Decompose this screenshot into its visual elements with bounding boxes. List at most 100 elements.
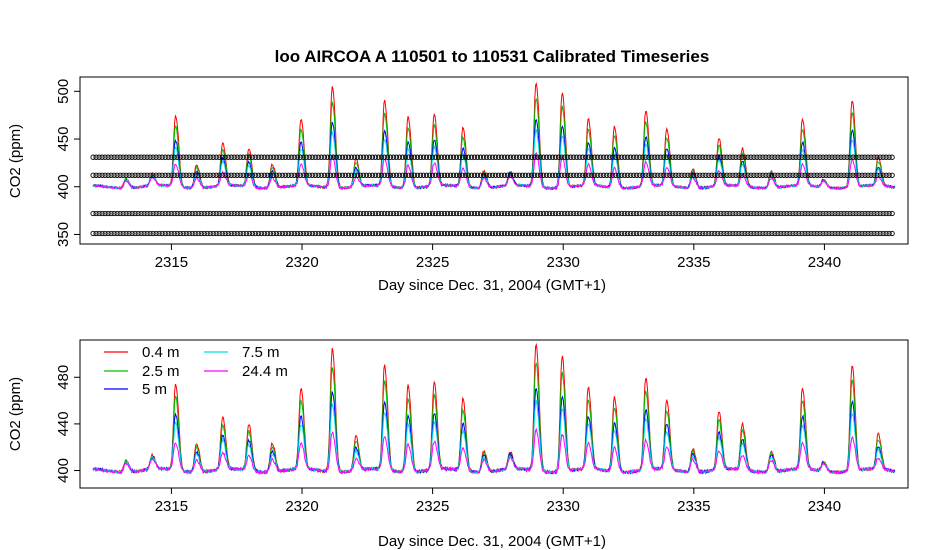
calibration-point <box>489 172 496 178</box>
y-tick-label: 400 <box>55 458 72 483</box>
calibration-point <box>513 172 520 178</box>
calibration-point <box>601 230 607 237</box>
y-tick-label: 440 <box>55 411 72 436</box>
legend-label-5m: 5 m <box>142 381 167 398</box>
calibration-point <box>417 172 424 178</box>
calibration-point <box>408 210 415 217</box>
calibration-point <box>345 154 352 160</box>
calibration-point <box>327 210 334 217</box>
calibration-point <box>324 154 331 160</box>
calibration-point <box>111 230 117 237</box>
calibration-point <box>790 210 796 217</box>
calibration-point <box>835 154 841 160</box>
calibration-point <box>574 172 580 178</box>
calibration-point <box>763 154 769 160</box>
calibration-point <box>462 230 469 237</box>
calibration-point <box>486 154 493 160</box>
calibration-point <box>808 230 814 237</box>
calibration-point <box>189 210 195 217</box>
calibration-point <box>360 230 367 237</box>
calibration-point <box>312 154 318 160</box>
calibration-point <box>781 154 787 160</box>
calibration-point <box>637 172 643 178</box>
calibration-point <box>285 210 291 217</box>
calibration-point <box>345 172 352 178</box>
calibration-point <box>703 210 709 217</box>
calibration-point <box>246 154 252 160</box>
calibration-point <box>162 210 168 217</box>
calibration-point <box>381 154 388 160</box>
calibration-point <box>607 172 613 178</box>
calibration-point <box>604 210 610 217</box>
calibration-point <box>814 172 820 178</box>
calibration-point <box>634 172 640 178</box>
calibration-point <box>853 210 859 217</box>
calibration-point <box>282 172 288 178</box>
calibration-point <box>330 172 337 178</box>
plot-frame <box>79 339 909 489</box>
calibration-point <box>649 172 655 178</box>
x-tick-label: 2335 <box>677 254 710 271</box>
calibration-point <box>147 230 153 237</box>
calibration-point <box>823 154 829 160</box>
calibration-point <box>423 154 430 160</box>
x-tick-label: 2330 <box>547 254 580 271</box>
calibration-point <box>787 230 793 237</box>
calibration-point <box>706 154 712 160</box>
calibration-point <box>99 230 105 237</box>
calibration-point <box>297 210 303 217</box>
calibration-point <box>432 230 439 237</box>
calibration-point <box>168 230 174 237</box>
calibration-point <box>216 230 222 237</box>
calibration-point <box>763 210 769 217</box>
calibration-point <box>595 230 601 237</box>
calibration-point <box>760 154 766 160</box>
calibration-point <box>712 172 718 178</box>
calibration-point <box>856 210 862 217</box>
calibration-point <box>880 172 886 178</box>
calibration-point <box>405 154 412 160</box>
calibration-point <box>492 154 499 160</box>
calibration-point <box>258 154 264 160</box>
calibration-point <box>462 210 469 217</box>
calibration-point <box>237 172 243 178</box>
calibration-point <box>507 210 514 217</box>
calibration-point <box>595 210 601 217</box>
calibration-point <box>519 154 526 160</box>
calibration-point <box>396 172 403 178</box>
calibration-point <box>477 230 484 237</box>
calibration-point <box>243 154 249 160</box>
calibration-point <box>844 210 850 217</box>
calibration-point <box>129 154 135 160</box>
calibration-point <box>234 154 240 160</box>
calibration-point <box>775 230 781 237</box>
calibration-point <box>817 172 823 178</box>
calibration-point <box>649 154 655 160</box>
calibration-point <box>468 210 475 217</box>
calibration-point <box>504 230 511 237</box>
calibration-point <box>231 154 237 160</box>
calibration-point <box>249 210 255 217</box>
calibration-point <box>640 230 646 237</box>
calibration-point <box>637 154 643 160</box>
calibration-point <box>135 230 141 237</box>
calibration-point <box>351 230 358 237</box>
calibration-point <box>318 154 324 160</box>
calibration-point <box>204 210 210 217</box>
calibration-point <box>691 230 697 237</box>
calibration-point <box>408 172 415 178</box>
calibration-point <box>844 172 850 178</box>
calibration-point <box>664 210 670 217</box>
calibration-point <box>583 154 589 160</box>
legend-label-7-5m: 7.5 m <box>242 344 280 361</box>
calibration-point <box>429 154 436 160</box>
calibration-point <box>459 230 466 237</box>
calibration-point <box>856 172 862 178</box>
calibration-point <box>604 172 610 178</box>
calibration-point <box>366 230 373 237</box>
calibration-point <box>745 172 751 178</box>
calibration-point <box>766 154 772 160</box>
calibration-point <box>577 154 583 160</box>
calibration-point <box>664 230 670 237</box>
calibration-point <box>889 154 895 160</box>
